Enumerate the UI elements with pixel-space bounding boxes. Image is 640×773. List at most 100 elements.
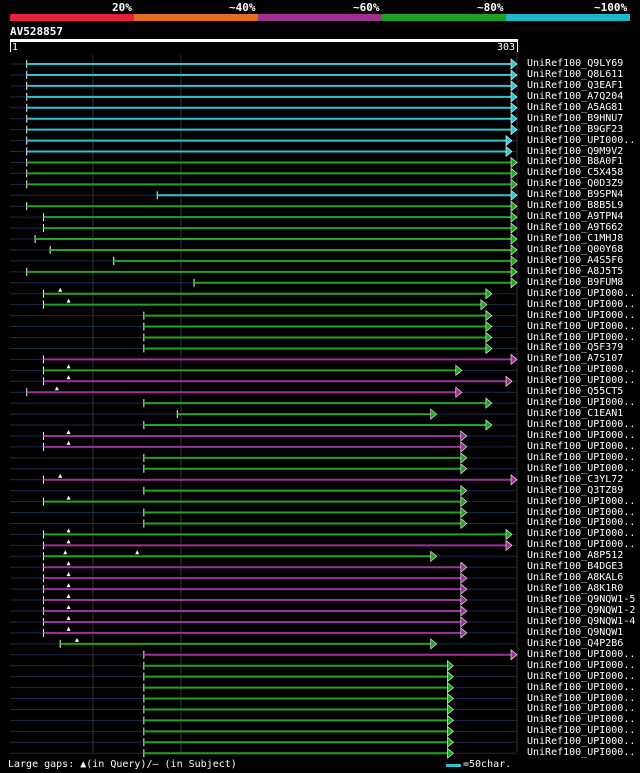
hit-name-link[interactable]: UniRef100_Q4P2B6 bbox=[527, 637, 624, 649]
hit-arrow-icon bbox=[485, 320, 493, 333]
hit-name-link[interactable]: UniRef100_Q9NQW1-4 bbox=[527, 615, 636, 627]
hit-name-link[interactable]: UniRef100_UPI000.. bbox=[527, 429, 636, 441]
hit-name-link[interactable]: UniRef100_UPI000.. bbox=[527, 528, 636, 540]
hit-name-link[interactable]: UniRef100_UPI000.. bbox=[527, 539, 636, 551]
hit-name-link[interactable]: UniRef100_UPI000.. bbox=[527, 298, 636, 310]
hit-name-link[interactable]: UniRef100_UPI000.. bbox=[527, 419, 636, 431]
query-gap-marker-icon bbox=[66, 440, 71, 445]
hit-arrow-icon bbox=[510, 222, 518, 234]
hit-arrow-icon bbox=[485, 288, 493, 300]
hit-name-link[interactable]: UniRef100_B9FUM8 bbox=[527, 276, 624, 288]
hit-arrow-icon bbox=[447, 670, 454, 683]
hit-arrow-icon bbox=[460, 485, 468, 497]
hit-name-link[interactable]: UniRef100_UPI000.. bbox=[527, 495, 636, 507]
hit-name-link[interactable]: UniRef100_A9T662 bbox=[527, 222, 624, 234]
legend-label-20: 20% bbox=[112, 1, 132, 14]
hit-name-link[interactable]: UniRef100_UPI000.. bbox=[527, 462, 636, 474]
ruler-tick-start bbox=[10, 42, 11, 52]
hit-name-link[interactable]: UniRef100_B4DGE3 bbox=[527, 561, 624, 573]
hit-arrow-icon bbox=[485, 331, 493, 344]
hit-name-link[interactable]: UniRef100_Q55CT5 bbox=[527, 386, 624, 398]
hit-name-link[interactable]: UniRef100_A8P512 bbox=[527, 550, 624, 562]
hit-name-link[interactable]: UniRef100_C3YL72 bbox=[527, 473, 624, 485]
hit-name-link[interactable]: UniRef100_Q9NQW1-2 bbox=[527, 605, 636, 616]
query-gap-marker-icon bbox=[58, 473, 63, 478]
hit-arrow-icon bbox=[510, 178, 518, 190]
hit-name-link[interactable]: UniRef100_A9TPN4 bbox=[527, 211, 624, 223]
hit-name-link[interactable]: UniRef100_A7Q204 bbox=[527, 90, 624, 102]
hit-name-link[interactable]: UniRef100_Q9NQW1-5 bbox=[527, 594, 636, 606]
hit-name-link[interactable]: UniRef100_UPI000.. bbox=[527, 451, 636, 463]
hit-name-link[interactable]: UniRef100_Q5F379 bbox=[527, 342, 624, 354]
hit-arrow-icon bbox=[510, 58, 518, 70]
hit-name-link[interactable]: UniRef100_Q0D3Z9 bbox=[527, 178, 624, 190]
legend-label-40: ~40% bbox=[229, 1, 256, 14]
hit-name-link[interactable]: UniRef100_Q3TZ89 bbox=[527, 484, 624, 496]
hit-name-link[interactable]: UniRef100_UPI000.. bbox=[527, 714, 636, 726]
hit-name-link[interactable]: UniRef100_Q8L611 bbox=[527, 68, 624, 80]
hit-name-link[interactable]: UniRef100_UPI000.. bbox=[527, 670, 636, 682]
hit-arrow-icon bbox=[510, 80, 518, 92]
query-gap-marker-icon bbox=[66, 375, 71, 380]
hit-arrow-icon bbox=[510, 69, 518, 81]
hit-name-link[interactable]: UniRef100_Q9M9V2 bbox=[527, 145, 624, 157]
hit-name-link[interactable]: UniRef100_Q3EAF1 bbox=[527, 79, 624, 91]
hit-arrow-icon bbox=[460, 430, 468, 442]
color-segment-red bbox=[10, 14, 134, 21]
hit-name-link[interactable]: UniRef100_Q00Y68 bbox=[527, 243, 624, 255]
hit-name-link[interactable]: UniRef100_UPI000.. bbox=[527, 331, 636, 343]
hit-arrow-icon bbox=[455, 386, 463, 398]
hit-name-link[interactable]: UniRef100_UPI000.. bbox=[527, 375, 636, 387]
hit-name-link[interactable]: UniRef100_UPI000.. bbox=[527, 517, 636, 529]
hit-name-link[interactable]: UniRef100_B9GF23 bbox=[527, 123, 624, 135]
hit-arrow-icon bbox=[505, 528, 513, 541]
hit-name-link[interactable]: UniRef100_UPI000.. bbox=[527, 703, 636, 715]
hit-arrow-icon bbox=[510, 211, 518, 223]
hit-name-link[interactable]: UniRef100_UPI000.. bbox=[527, 397, 636, 409]
hit-name-link[interactable]: UniRef100_B8A0F1 bbox=[527, 156, 624, 168]
hit-name-link[interactable]: UniRef100_A8J5T5 bbox=[527, 265, 624, 277]
hit-name-link[interactable]: UniRef100_A8KAL6 bbox=[527, 572, 624, 584]
hit-name-link[interactable]: UniRef100_Q9LY69 bbox=[527, 58, 624, 69]
hit-arrow-icon bbox=[510, 277, 518, 289]
identity-legend: 20% ~40% ~60% ~80% ~100% bbox=[0, 0, 640, 14]
hit-name-link[interactable]: UniRef100_UPI000.. bbox=[527, 506, 636, 518]
hit-name-link[interactable]: UniRef100_UPI000.. bbox=[527, 364, 636, 376]
hit-name-link[interactable]: UniRef100_UPI000.. bbox=[527, 692, 636, 704]
hit-name-link[interactable]: UniRef100_Q9NQW1 bbox=[527, 626, 624, 638]
hit-arrow-icon bbox=[485, 419, 493, 431]
hit-name-link[interactable]: UniRef100_A8K1R0 bbox=[527, 583, 624, 595]
hit-name-link[interactable]: UniRef100_UPI000.. bbox=[527, 747, 636, 759]
hit-name-link[interactable]: UniRef100_A5AG81 bbox=[527, 101, 624, 113]
hit-arrow-icon bbox=[505, 539, 513, 552]
hit-name-link[interactable]: UniRef100_UPI000.. bbox=[527, 681, 636, 693]
hit-name-link[interactable]: UniRef100_B8B5L9 bbox=[527, 200, 624, 212]
query-gap-marker-icon bbox=[66, 429, 71, 434]
hit-arrow-icon bbox=[460, 616, 468, 628]
hit-name-link[interactable]: UniRef100_UPI000.. bbox=[527, 648, 636, 660]
hit-arrow-icon bbox=[460, 452, 468, 464]
hit-name-link[interactable]: UniRef100_C1MHJ8 bbox=[527, 233, 624, 245]
hit-name-link[interactable]: UniRef100_A7S107 bbox=[527, 353, 624, 365]
hit-arrow-icon bbox=[430, 638, 438, 650]
query-gap-marker-icon bbox=[66, 594, 71, 599]
hit-arrow-icon bbox=[460, 594, 468, 606]
hit-name-link[interactable]: UniRef100_UPI000.. bbox=[527, 440, 636, 452]
hit-name-link[interactable]: UniRef100_UPI000.. bbox=[527, 659, 636, 671]
hit-name-link[interactable]: UniRef100_UPI000.. bbox=[527, 736, 636, 748]
hit-name-link[interactable]: UniRef100_B9HNU7 bbox=[527, 112, 624, 124]
query-gap-marker-icon bbox=[54, 386, 59, 391]
hit-arrow-icon bbox=[447, 747, 454, 759]
hit-name-link[interactable]: UniRef100_UPI000.. bbox=[527, 287, 636, 299]
hit-name-link[interactable]: UniRef100_A4S5F6 bbox=[527, 254, 624, 266]
hit-name-link[interactable]: UniRef100_UPI000.. bbox=[527, 725, 636, 737]
hit-name-link[interactable]: UniRef100_UPI000.. bbox=[527, 320, 636, 332]
hit-name-link[interactable]: UniRef100_C5X458 bbox=[527, 167, 624, 179]
hit-arrow-icon bbox=[485, 309, 493, 322]
hit-name-link[interactable]: UniRef100_UPI000.. bbox=[527, 134, 636, 146]
hit-name-link[interactable]: UniRef100_UPI000.. bbox=[527, 309, 636, 321]
hit-name-link[interactable]: UniRef100_B9SPN4 bbox=[527, 189, 624, 201]
hit-arrow-icon bbox=[447, 660, 454, 672]
hit-name-link[interactable]: UniRef100_C1EAN1 bbox=[527, 408, 624, 420]
